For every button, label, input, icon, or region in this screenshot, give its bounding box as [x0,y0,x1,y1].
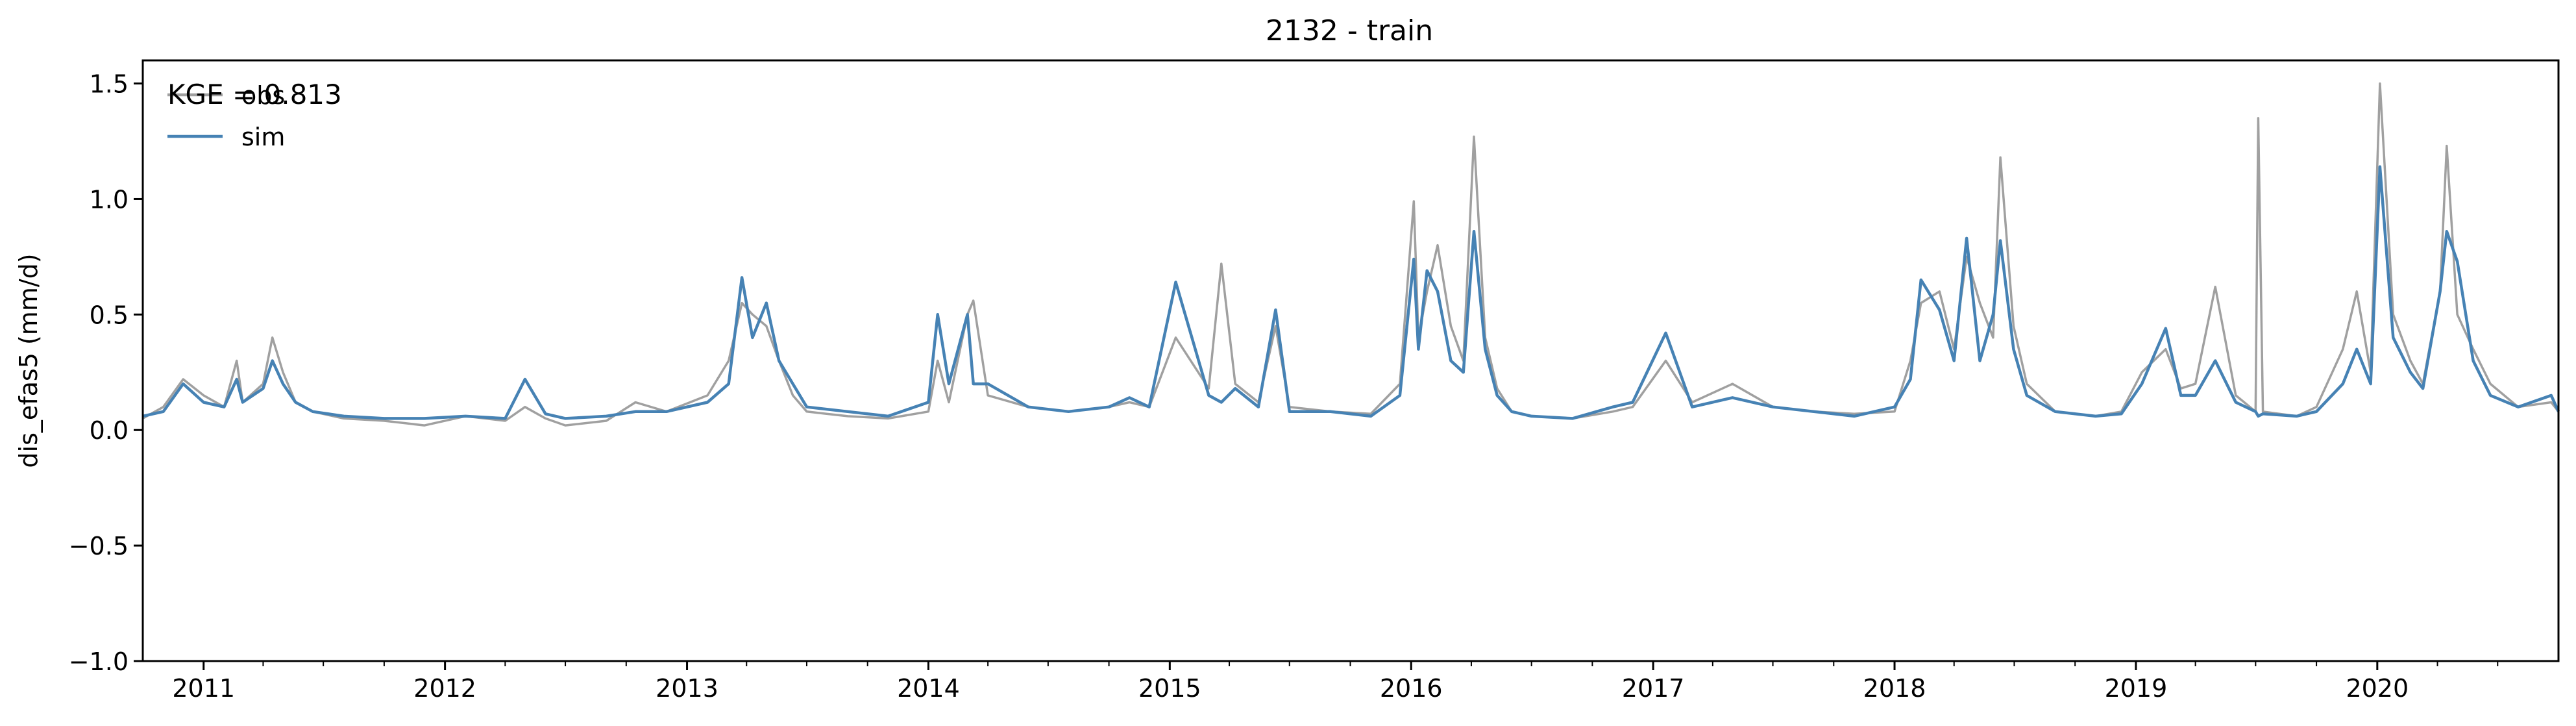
series-line-obs [142,82,2560,427]
x-tick-label: 2018 [1863,674,1926,703]
kge-annotation: KGE = 0.813 [167,79,342,110]
x-tick-label: 2015 [1138,674,1201,703]
x-tick-label: 2020 [2346,674,2409,703]
x-tick-label: 2019 [2105,674,2168,703]
x-axis-ticks: 2011 2012 2013 2014 2015 2016 2017 2018 2019 2020 [172,661,2499,703]
y-tick-label: −1.0 [69,647,129,676]
chart-title: 2132 - train [1266,14,1433,47]
y-axis-label: dis_efas5 (mm/d) [14,253,43,468]
plot-area-frame [141,59,2560,662]
x-tick-label: 2012 [413,674,476,703]
y-tick-label: −0.5 [69,532,129,560]
x-tick-label: 2017 [1622,674,1685,703]
y-tick-label: 0.0 [90,416,129,445]
y-tick-label: 0.5 [90,301,129,329]
x-tick-label: 2013 [656,674,718,703]
y-tick-label: 1.0 [90,185,129,214]
x-tick-label: 2014 [897,674,960,703]
y-axis-ticks: −1.0 −0.5 0.0 0.5 1.0 1.5 [69,70,143,676]
legend: obs sim [167,81,285,151]
legend-label-obs: obs [241,81,285,110]
series-layer [142,82,2560,427]
y-tick-label: 1.5 [90,70,129,99]
x-tick-label: 2016 [1380,674,1443,703]
legend-label-sim: sim [241,123,285,151]
x-tick-label: 2011 [172,674,235,703]
series-line-sim [142,165,2560,420]
